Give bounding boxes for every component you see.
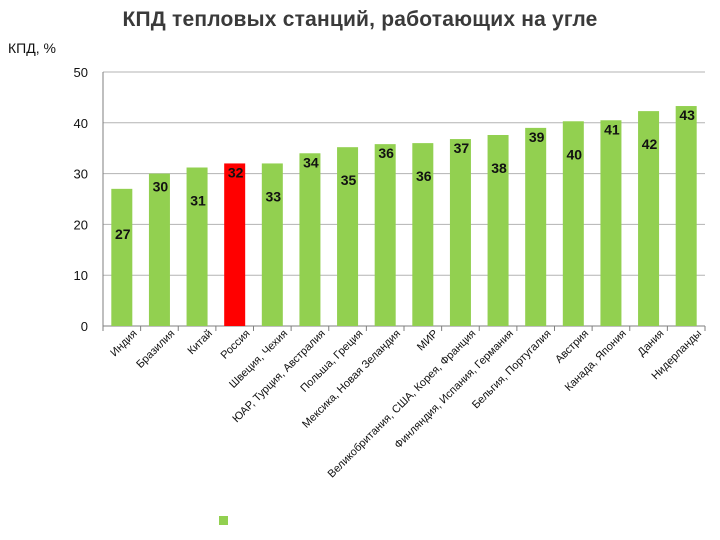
data-label-1: 27 <box>115 226 131 242</box>
data-label-12: 39 <box>529 129 545 145</box>
bar-8 <box>374 144 396 326</box>
x-tick-label-15: Дания <box>636 328 667 359</box>
bar-9 <box>412 143 434 326</box>
x-tick-label-1: Индия <box>108 328 139 359</box>
data-label-15: 42 <box>642 136 658 152</box>
bar-13 <box>562 121 584 326</box>
x-tick-label-2: Бразилия <box>134 328 177 371</box>
bar-10 <box>449 139 471 326</box>
data-label-4: 32 <box>228 164 244 180</box>
bar-6 <box>299 153 321 326</box>
bar-2 <box>148 173 170 326</box>
bars <box>111 106 697 326</box>
bar-3 <box>186 167 208 326</box>
data-label-14: 41 <box>604 121 620 137</box>
y-tick-label: 50 <box>74 65 88 80</box>
bar-14 <box>600 120 622 326</box>
bar-15 <box>638 111 660 326</box>
data-label-10: 37 <box>454 140 470 156</box>
bar-5 <box>261 163 283 326</box>
data-label-11: 38 <box>491 160 507 176</box>
x-tick-label-3: Китай <box>185 328 215 358</box>
data-label-9: 36 <box>416 168 432 184</box>
data-labels: 27 30 31 32 33 34 35 36 36 37 38 39 40 41 42 43 <box>115 107 695 242</box>
y-tick-label: 40 <box>74 116 88 131</box>
data-label-6: 34 <box>303 154 319 170</box>
x-tick-label-9: МИР <box>415 328 441 354</box>
data-label-5: 33 <box>266 188 282 204</box>
y-ticks: 0 10 20 30 40 50 <box>74 65 88 334</box>
data-label-16: 43 <box>679 107 695 123</box>
x-tick-label-4: Россия <box>219 328 253 362</box>
bar-1 <box>111 188 133 326</box>
y-tick-label: 30 <box>74 167 88 182</box>
data-label-13: 40 <box>567 146 583 162</box>
y-axis-label: КПД, % <box>8 40 56 56</box>
chart-title: КПД тепловых станций, работающих на угле <box>122 8 598 31</box>
y-tick-label: 20 <box>74 217 88 232</box>
legend-marker <box>219 516 228 525</box>
x-tick-label-13: Австрия <box>553 328 591 366</box>
bar-12 <box>525 127 547 326</box>
data-label-3: 31 <box>190 193 206 209</box>
bar-16 <box>675 106 697 326</box>
y-tick-label: 0 <box>81 319 88 334</box>
bar-7 <box>337 147 359 326</box>
y-tick-label: 10 <box>74 268 88 283</box>
data-label-2: 30 <box>153 179 169 195</box>
bar-11 <box>487 134 509 326</box>
data-label-8: 36 <box>378 145 394 161</box>
bar-4 <box>224 163 246 326</box>
data-label-7: 35 <box>341 172 357 188</box>
